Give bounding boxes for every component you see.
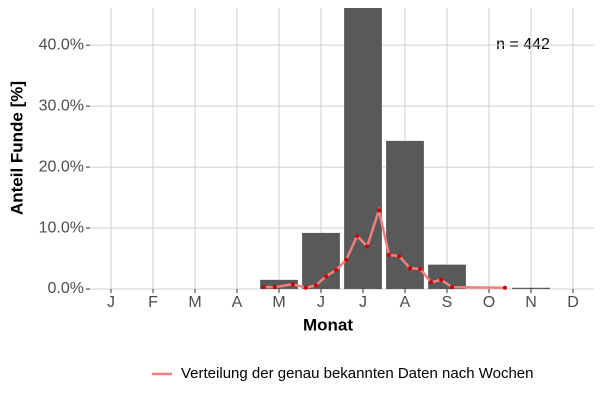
line-point bbox=[365, 244, 370, 249]
y-tick-label: 40.0% bbox=[39, 36, 84, 53]
line-point bbox=[261, 285, 266, 290]
line-point bbox=[429, 280, 434, 285]
line-point bbox=[313, 283, 318, 288]
x-tick-label: M bbox=[188, 294, 201, 311]
x-axis-title: Monat bbox=[303, 315, 353, 334]
line-point bbox=[355, 233, 360, 238]
line-point bbox=[450, 285, 455, 290]
line-point bbox=[397, 254, 402, 259]
legend-label: Verteilung der genau bekannten Daten nac… bbox=[181, 365, 534, 382]
line-point bbox=[439, 277, 444, 282]
line-point bbox=[334, 268, 339, 273]
line-point bbox=[290, 282, 295, 287]
bar bbox=[344, 8, 382, 289]
bar bbox=[260, 279, 298, 289]
line bbox=[263, 205, 505, 290]
y-tick-label: 0.0% bbox=[48, 280, 84, 297]
bar bbox=[512, 287, 550, 289]
y-tick-label: 10.0% bbox=[39, 219, 84, 236]
line-point bbox=[387, 252, 392, 257]
line-point bbox=[303, 285, 308, 290]
line-point bbox=[408, 266, 413, 271]
line-point bbox=[502, 285, 507, 290]
line-point bbox=[344, 257, 349, 262]
bar bbox=[386, 140, 424, 289]
x-tick-label: O bbox=[483, 294, 495, 311]
line-point bbox=[272, 285, 277, 290]
x-tick-label: J bbox=[359, 294, 367, 311]
y-tick-label: 20.0% bbox=[39, 158, 84, 175]
line-point bbox=[324, 274, 329, 279]
y-axis-title: Anteil Funde [%] bbox=[7, 81, 26, 215]
x-tick-label: A bbox=[400, 294, 411, 311]
x-tick-label: M bbox=[272, 294, 285, 311]
x-tick-label: S bbox=[442, 294, 453, 311]
x-tick-label: A bbox=[232, 294, 243, 311]
x-tick-label: J bbox=[317, 294, 325, 311]
x-tick-label: N bbox=[525, 294, 537, 311]
line-point bbox=[418, 266, 423, 271]
bar bbox=[428, 264, 466, 289]
x-tick-label: J bbox=[107, 294, 115, 311]
x-tick-label: F bbox=[148, 294, 158, 311]
line-point bbox=[376, 208, 381, 213]
y-tick-label: 30.0% bbox=[39, 97, 84, 114]
x-tick-label: D bbox=[567, 294, 579, 311]
